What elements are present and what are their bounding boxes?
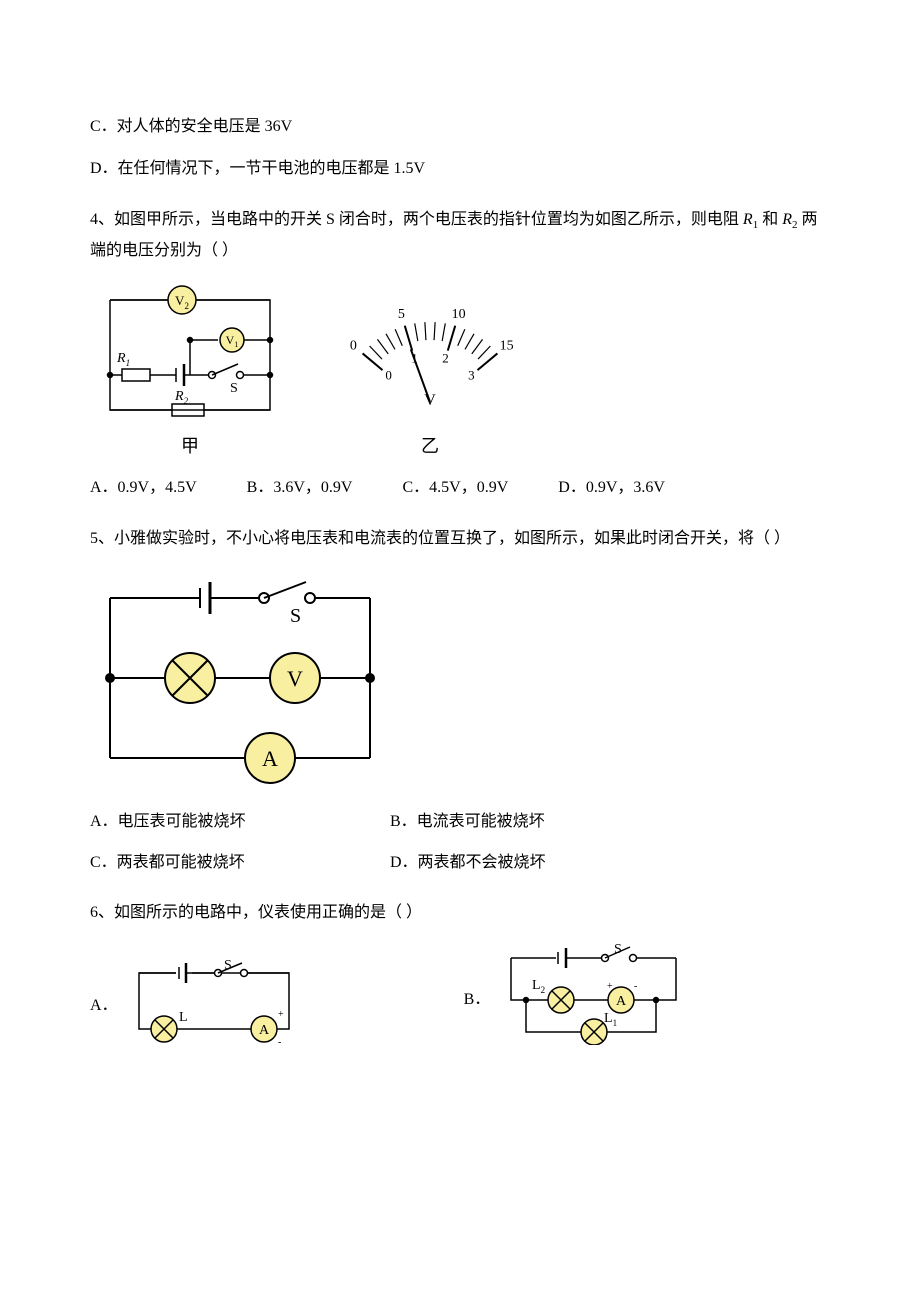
prev-option-c: C．对人体的安全电压是 36V xyxy=(90,112,830,142)
svg-text:L2: L2 xyxy=(532,978,545,995)
q4-circuit-diagram: V2 V1 R1 R2 S xyxy=(90,280,290,425)
q4-text-b: 和 xyxy=(758,211,782,228)
q5-text: 5、小雅做实验时，不小心将电压表和电流表的位置互换了，如图所示，如果此时闭合开关… xyxy=(90,524,830,554)
q4-text-a: 4、如图甲所示，当电路中的开关 S 闭合时，两个电压表的指针位置均为如图乙所示，… xyxy=(90,211,743,228)
svg-text:0: 0 xyxy=(350,339,357,354)
q5-opt-d: D．两表都不会被烧坏 xyxy=(390,848,690,878)
q5-opt-a: A．电压表可能被烧坏 xyxy=(90,807,390,837)
svg-text:5: 5 xyxy=(398,307,405,322)
prev-option-d: D．在任何情况下，一节干电池的电压都是 1.5V xyxy=(90,154,830,184)
svg-text:S: S xyxy=(224,958,232,973)
q5-options-row1: A．电压表可能被烧坏 B．电流表可能被烧坏 xyxy=(90,807,830,837)
svg-text:A: A xyxy=(259,1023,270,1038)
q6-opt-b-label: B． xyxy=(464,985,491,1015)
svg-text:A: A xyxy=(262,746,278,771)
q4-opt-d: D．0.9V，3.6V xyxy=(558,473,665,503)
q4-caption-b: 乙 xyxy=(421,429,439,463)
svg-text:3: 3 xyxy=(468,368,475,383)
q4-opt-c: C．4.5V，0.9V xyxy=(402,473,508,503)
svg-text:10: 10 xyxy=(452,307,466,322)
q4-text: 4、如图甲所示，当电路中的开关 S 闭合时，两个电压表的指针位置均为如图乙所示，… xyxy=(90,205,830,266)
q5-options-row2: C．两表都可能被烧坏 D．两表都不会被烧坏 xyxy=(90,848,830,878)
q6-opt-a-label: A． xyxy=(90,991,118,1021)
svg-text:L: L xyxy=(179,1010,188,1025)
q4-r1: R xyxy=(743,211,753,228)
svg-text:V: V xyxy=(287,666,303,691)
svg-text:S: S xyxy=(614,942,622,957)
q4-options: A．0.9V，4.5V B．3.6V，0.9V C．4.5V，0.9V D．0.… xyxy=(90,473,830,503)
q5-opt-b: B．电流表可能被烧坏 xyxy=(390,807,690,837)
q5-opt-c: C．两表都可能被烧坏 xyxy=(90,848,390,878)
q5-circuit-diagram: S V A xyxy=(90,568,390,793)
q6-text: 6、如图所示的电路中，仪表使用正确的是（ ） xyxy=(90,898,830,928)
svg-text:S: S xyxy=(290,605,301,627)
svg-text:L1: L1 xyxy=(604,1011,617,1028)
svg-text:15: 15 xyxy=(500,339,514,354)
svg-text:+: + xyxy=(607,981,613,992)
q6-circuit-a: S L A + - xyxy=(124,955,304,1045)
svg-text:V: V xyxy=(424,392,436,409)
q4-meter-diagram: 0 5 10 15 0 1 2 3 V xyxy=(330,295,530,425)
svg-text:-: - xyxy=(278,1037,281,1045)
q4-opt-a: A．0.9V，4.5V xyxy=(90,473,197,503)
svg-text:R2: R2 xyxy=(174,389,189,406)
svg-text:-: - xyxy=(634,981,637,992)
svg-text:0: 0 xyxy=(385,368,392,383)
svg-text:S: S xyxy=(230,381,238,396)
q4-opt-b: B．3.6V，0.9V xyxy=(247,473,353,503)
svg-text:R1: R1 xyxy=(116,351,130,368)
svg-text:2: 2 xyxy=(442,351,449,366)
q6-circuit-b: S L2 A + - L1 xyxy=(496,940,696,1045)
svg-text:A: A xyxy=(616,994,627,1009)
q4-caption-a: 甲 xyxy=(181,429,199,463)
q4-r2: R xyxy=(782,211,792,228)
svg-text:+: + xyxy=(278,1009,284,1020)
